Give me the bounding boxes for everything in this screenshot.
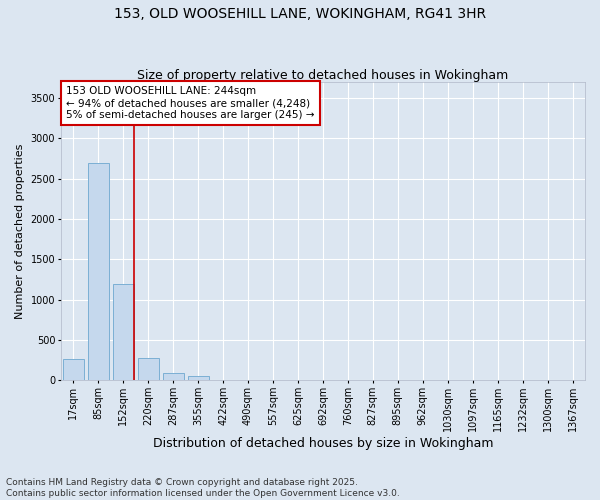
Bar bbox=[188, 376, 209, 380]
Text: 153 OLD WOOSEHILL LANE: 244sqm
← 94% of detached houses are smaller (4,248)
5% o: 153 OLD WOOSEHILL LANE: 244sqm ← 94% of … bbox=[66, 86, 314, 120]
X-axis label: Distribution of detached houses by size in Wokingham: Distribution of detached houses by size … bbox=[152, 437, 493, 450]
Text: Contains HM Land Registry data © Crown copyright and database right 2025.
Contai: Contains HM Land Registry data © Crown c… bbox=[6, 478, 400, 498]
Text: 153, OLD WOOSEHILL LANE, WOKINGHAM, RG41 3HR: 153, OLD WOOSEHILL LANE, WOKINGHAM, RG41… bbox=[114, 8, 486, 22]
Bar bbox=[63, 358, 84, 380]
Bar bbox=[88, 162, 109, 380]
Title: Size of property relative to detached houses in Wokingham: Size of property relative to detached ho… bbox=[137, 69, 509, 82]
Y-axis label: Number of detached properties: Number of detached properties bbox=[15, 144, 25, 319]
Bar bbox=[163, 373, 184, 380]
Bar bbox=[137, 358, 159, 380]
Bar bbox=[113, 284, 134, 380]
